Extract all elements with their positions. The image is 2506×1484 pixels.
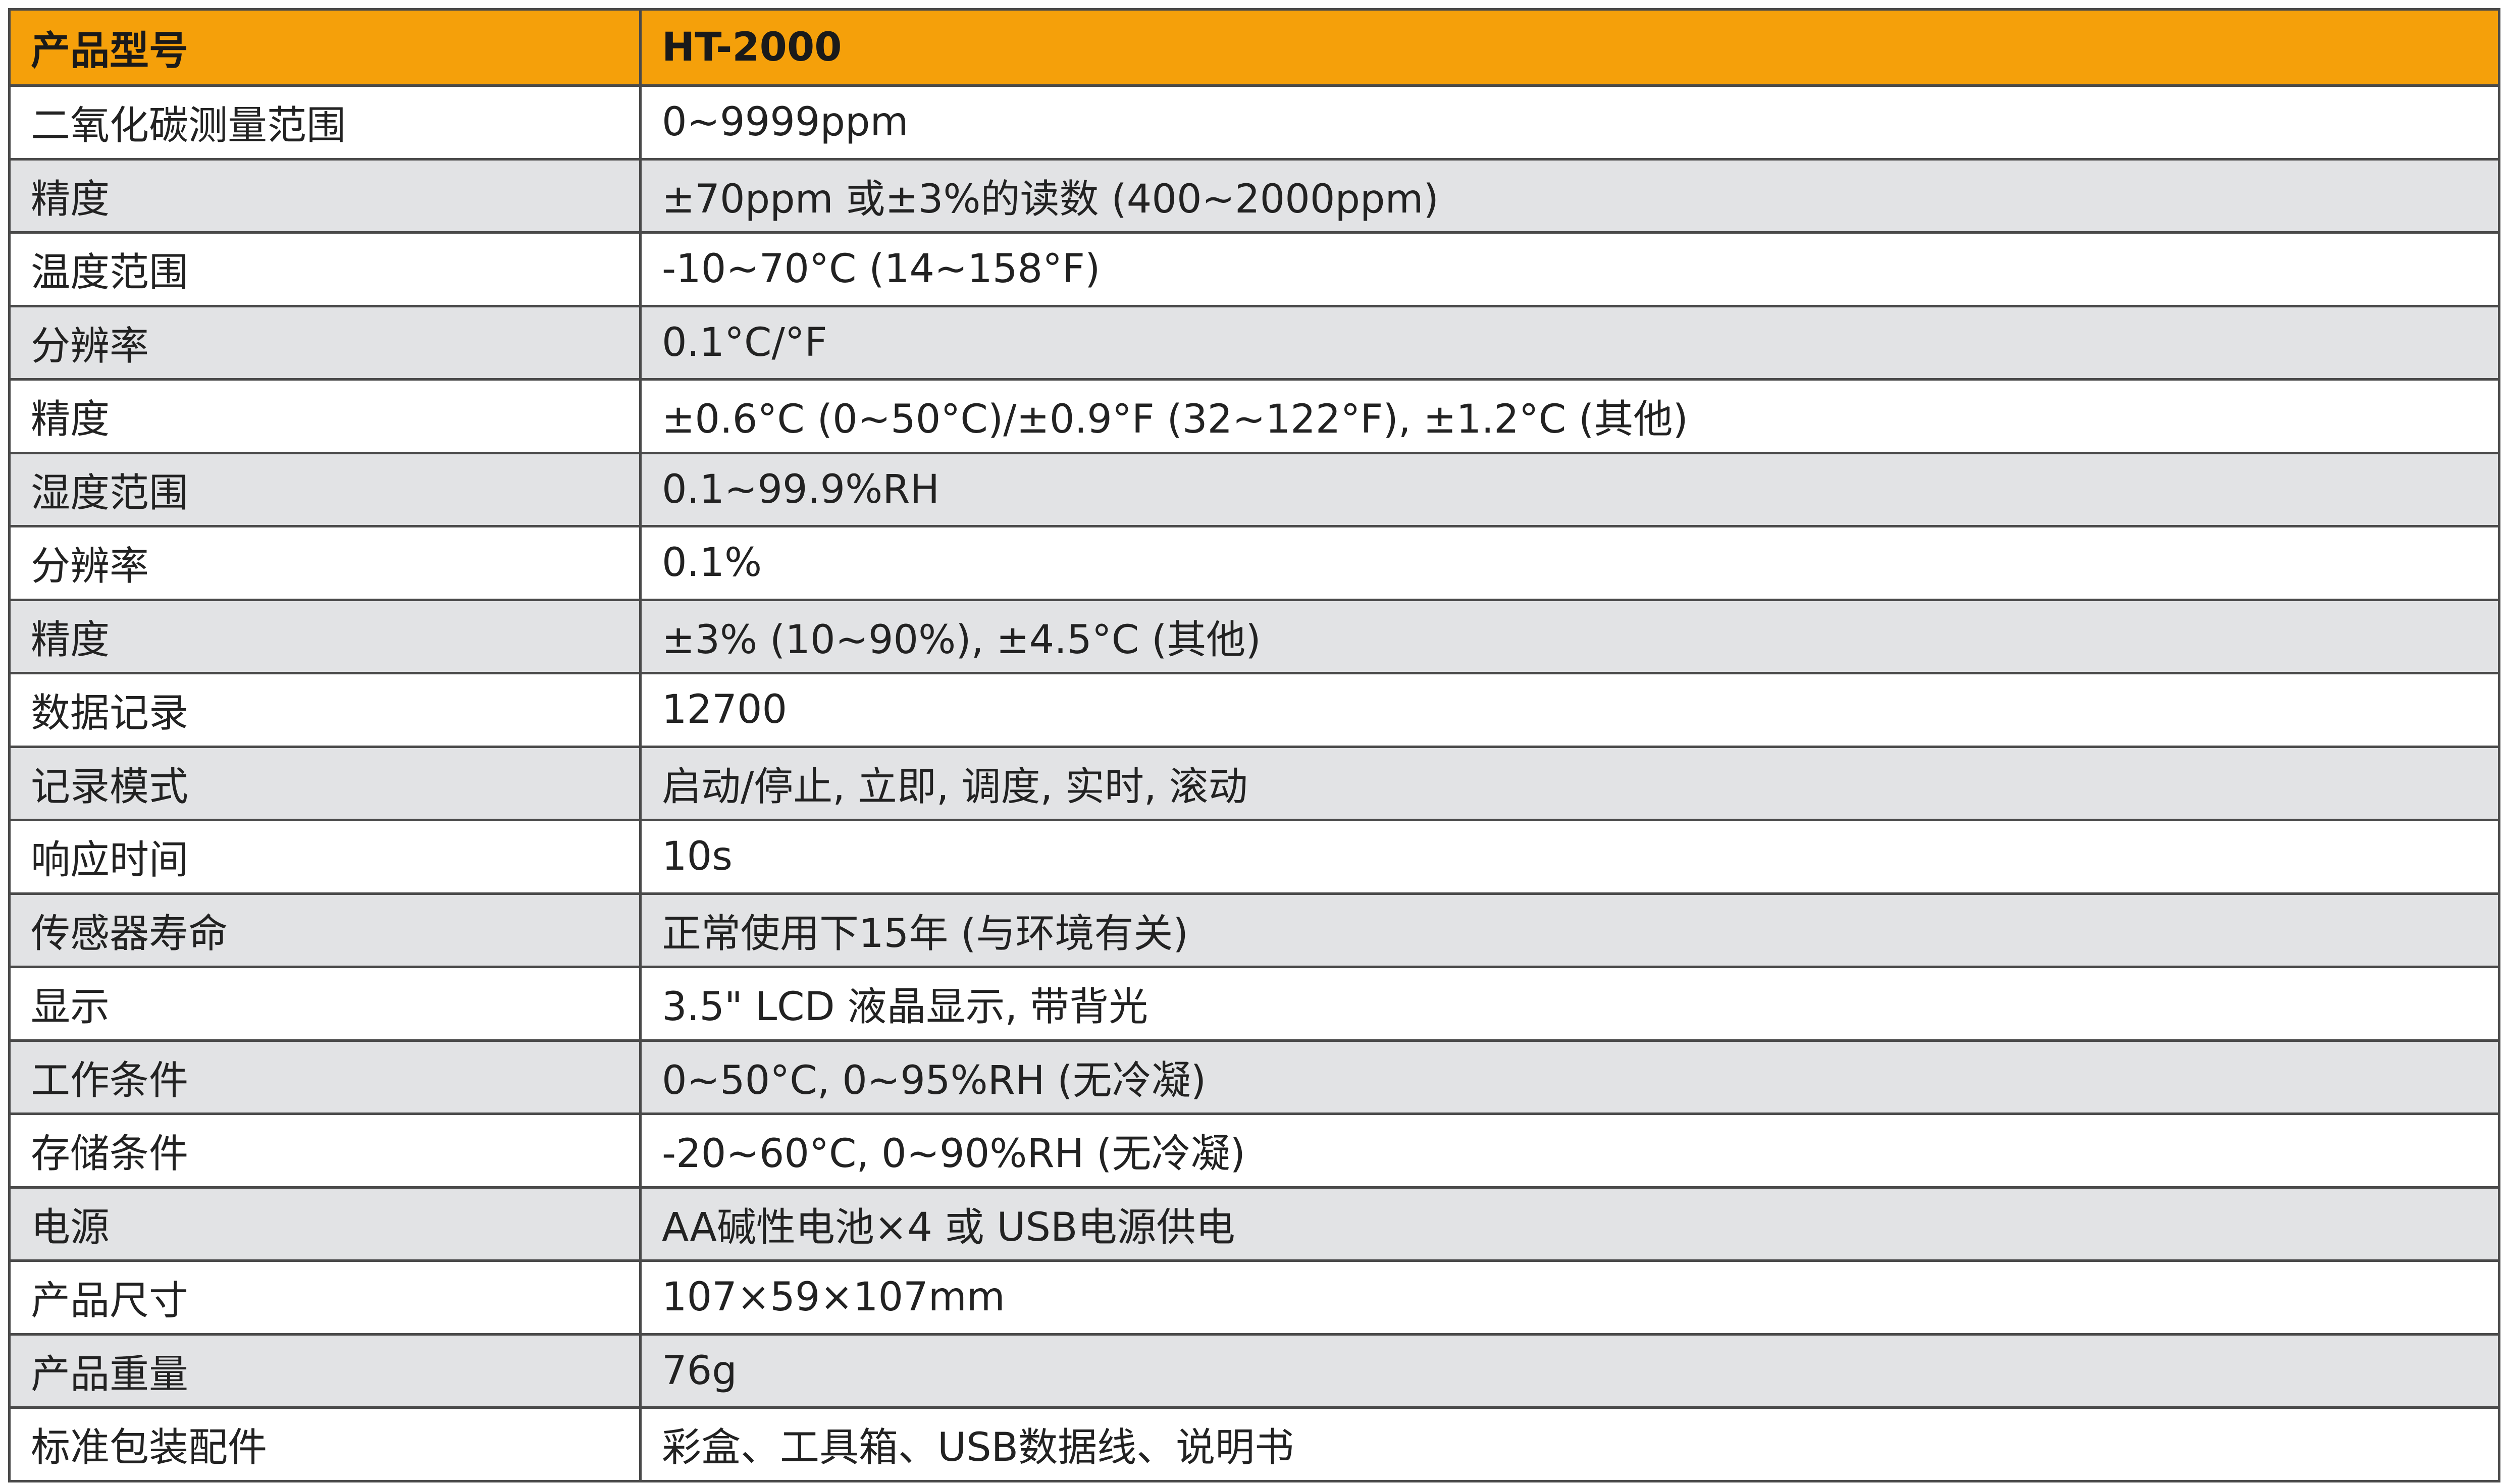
row-value: ±0.6°C (0~50°C)/±0.9°F (32~122°F), ±1.2°… — [639, 378, 2500, 454]
row-value: 12700 — [639, 672, 2500, 748]
row-label: 工作条件 — [8, 1039, 642, 1115]
spec-table: 产品型号 HT-2000 二氧化碳测量范围 0~9999ppm 精度 ±70pp… — [8, 8, 2500, 1482]
row-label: 精度 — [8, 157, 642, 234]
table-row: 精度 ±3% (10~90%), ±4.5°C (其他) — [8, 598, 2500, 674]
row-value: 0~50°C, 0~95%RH (无冷凝) — [639, 1039, 2500, 1115]
table-row: 响应时间 10s — [8, 819, 2500, 895]
row-value: ±70ppm 或±3%的读数 (400~2000ppm) — [639, 157, 2500, 234]
table-row: 精度 ±70ppm 或±3%的读数 (400~2000ppm) — [8, 157, 2500, 234]
table-row: 分辨率 0.1% — [8, 525, 2500, 601]
row-label: 分辨率 — [8, 304, 642, 381]
header-model-value: HT-2000 — [639, 8, 2500, 87]
row-value: 彩盒、工具箱、USB数据线、说明书 — [639, 1406, 2500, 1482]
row-label: 记录模式 — [8, 745, 642, 821]
table-row: 分辨率 0.1°C/°F — [8, 304, 2500, 381]
row-value: 76g — [639, 1333, 2500, 1409]
row-value: 3.5" LCD 液晶显示, 带背光 — [639, 966, 2500, 1042]
table-row: 数据记录 12700 — [8, 672, 2500, 748]
row-label: 显示 — [8, 966, 642, 1042]
row-label: 分辨率 — [8, 525, 642, 601]
table-row: 温度范围 -10~70°C (14~158°F) — [8, 231, 2500, 307]
row-value: ±3% (10~90%), ±4.5°C (其他) — [639, 598, 2500, 674]
row-label: 精度 — [8, 378, 642, 454]
row-value: -10~70°C (14~158°F) — [639, 231, 2500, 307]
row-label: 标准包装配件 — [8, 1406, 642, 1482]
row-value: -20~60°C, 0~90%RH (无冷凝) — [639, 1112, 2500, 1189]
row-value: 107×59×107mm — [639, 1259, 2500, 1336]
row-value: AA碱性电池×4 或 USB电源供电 — [639, 1186, 2500, 1262]
row-label: 电源 — [8, 1186, 642, 1262]
row-value: 0.1°C/°F — [639, 304, 2500, 381]
table-row: 工作条件 0~50°C, 0~95%RH (无冷凝) — [8, 1039, 2500, 1115]
table-row: 产品尺寸 107×59×107mm — [8, 1259, 2500, 1336]
row-label: 数据记录 — [8, 672, 642, 748]
table-row: 电源 AA碱性电池×4 或 USB电源供电 — [8, 1186, 2500, 1262]
table-row: 记录模式 启动/停止, 立即, 调度, 实时, 滚动 — [8, 745, 2500, 821]
row-label: 精度 — [8, 598, 642, 674]
row-value: 10s — [639, 819, 2500, 895]
row-value: 0~9999ppm — [639, 84, 2500, 161]
row-label: 产品尺寸 — [8, 1259, 642, 1336]
row-label: 湿度范围 — [8, 451, 642, 527]
row-label: 存储条件 — [8, 1112, 642, 1189]
table-row: 精度 ±0.6°C (0~50°C)/±0.9°F (32~122°F), ±1… — [8, 378, 2500, 454]
row-label: 温度范围 — [8, 231, 642, 307]
table-row: 显示 3.5" LCD 液晶显示, 带背光 — [8, 966, 2500, 1042]
table-header-row: 产品型号 HT-2000 — [8, 8, 2500, 87]
table-row: 二氧化碳测量范围 0~9999ppm — [8, 84, 2500, 161]
table-row: 标准包装配件 彩盒、工具箱、USB数据线、说明书 — [8, 1406, 2500, 1482]
row-label: 传感器寿命 — [8, 892, 642, 968]
header-label: 产品型号 — [8, 8, 642, 87]
row-value: 0.1% — [639, 525, 2500, 601]
row-value: 启动/停止, 立即, 调度, 实时, 滚动 — [639, 745, 2500, 821]
row-label: 响应时间 — [8, 819, 642, 895]
table-row: 湿度范围 0.1~99.9%RH — [8, 451, 2500, 527]
row-label: 二氧化碳测量范围 — [8, 84, 642, 161]
table-row: 产品重量 76g — [8, 1333, 2500, 1409]
table-row: 传感器寿命 正常使用下15年 (与环境有关) — [8, 892, 2500, 968]
table-row: 存储条件 -20~60°C, 0~90%RH (无冷凝) — [8, 1112, 2500, 1189]
row-label: 产品重量 — [8, 1333, 642, 1409]
row-value: 正常使用下15年 (与环境有关) — [639, 892, 2500, 968]
row-value: 0.1~99.9%RH — [639, 451, 2500, 527]
